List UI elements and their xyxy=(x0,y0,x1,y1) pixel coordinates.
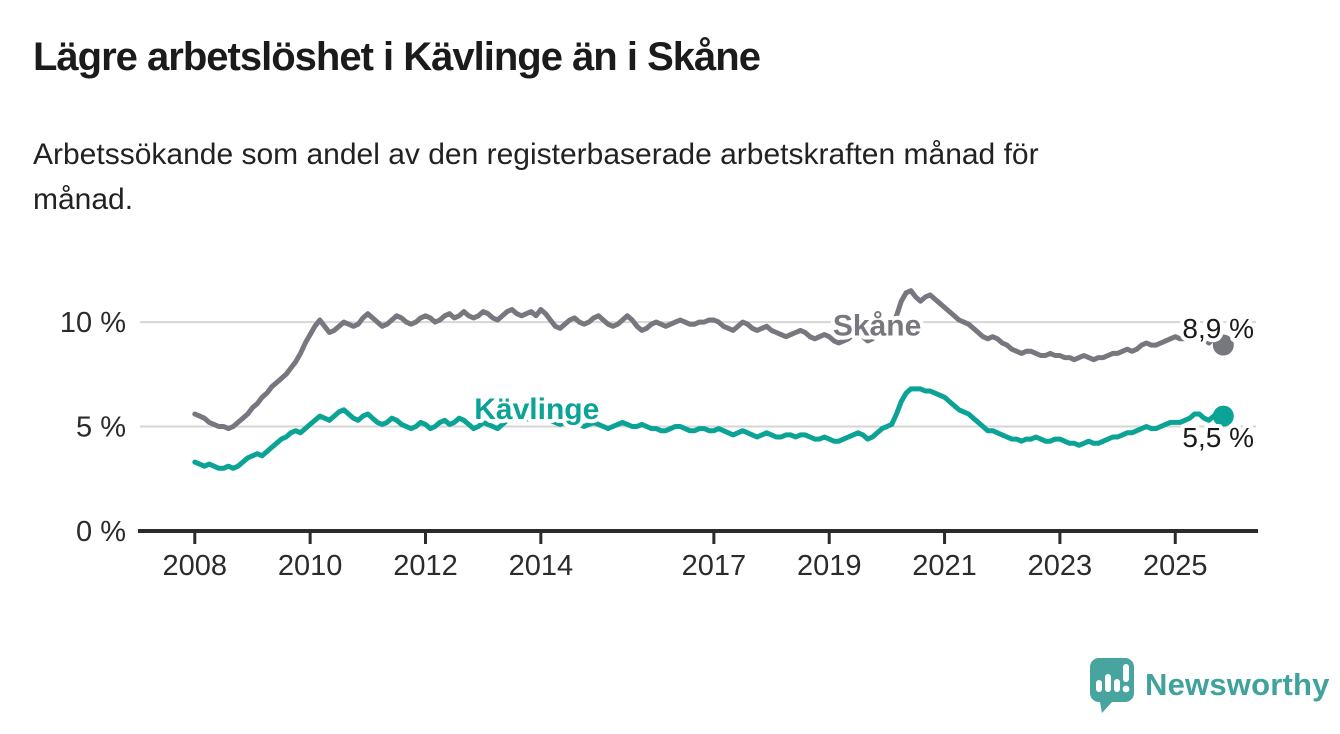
newsworthy-logo-icon xyxy=(1090,658,1134,713)
y-tick-label-10: 10 % xyxy=(60,307,126,339)
x-tick-label-2025: 2025 xyxy=(1143,550,1208,582)
series-end-dot-skane xyxy=(1212,334,1234,356)
series-end-label-skane: 8,9 % xyxy=(1182,313,1254,344)
series-line-skane xyxy=(192,288,1226,432)
x-tick-label-2010: 2010 xyxy=(278,550,343,582)
x-tick-label-2008: 2008 xyxy=(163,550,228,582)
series-end-dot-kavlinge xyxy=(1212,405,1234,427)
x-tick-label-2012: 2012 xyxy=(393,550,458,582)
unemployment-line-chart: 0 % 5 % 10 % 2008 2010 2012 2014 2017 2019 2021 20… xyxy=(60,288,1258,582)
page-title: Lägre arbetslöshet i Kävlinge än i Skåne xyxy=(33,35,761,79)
x-tick-label-2019: 2019 xyxy=(797,550,862,582)
x-tick-label-2021: 2021 xyxy=(912,550,977,582)
series-name-label-skane: Skåne xyxy=(833,310,921,343)
series-line-kavlinge xyxy=(192,386,1226,471)
brand-name: Newsworthy xyxy=(1145,667,1330,702)
x-tick-label-2017: 2017 xyxy=(682,550,747,582)
brand-footer: Newsworthy xyxy=(1086,656,1330,714)
y-tick-label-5: 5 % xyxy=(76,412,126,444)
x-tick-label-2023: 2023 xyxy=(1028,550,1093,582)
series-name-label-kavlinge: Kävlinge xyxy=(474,393,599,426)
series-end-label-kavlinge: 5,5 % xyxy=(1182,422,1254,453)
y-tick-label-0: 0 % xyxy=(76,516,126,548)
page-subtitle: Arbetssökande som andel av den registerb… xyxy=(33,138,1039,216)
x-tick-label-2014: 2014 xyxy=(509,550,574,582)
